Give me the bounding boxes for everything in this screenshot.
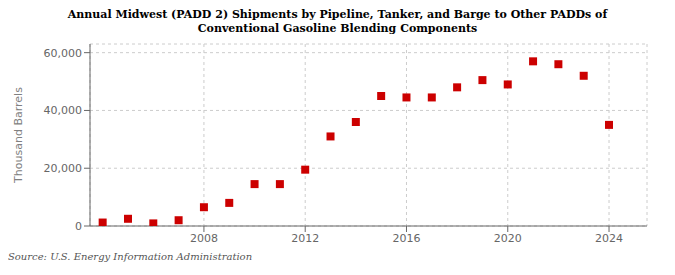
svg-text:2008: 2008 bbox=[190, 232, 218, 245]
svg-text:Thousand Barrels: Thousand Barrels bbox=[12, 87, 25, 184]
svg-text:2012: 2012 bbox=[291, 232, 319, 245]
svg-text:2016: 2016 bbox=[392, 232, 420, 245]
svg-text:20,000: 20,000 bbox=[44, 162, 83, 175]
svg-text:2020: 2020 bbox=[494, 232, 522, 245]
html-text:Conventional Gasoline Blending: Conventional Gasoline Blending Component… bbox=[197, 22, 478, 35]
svg-text:60,000: 60,000 bbox=[44, 47, 83, 60]
svg-text:2024: 2024 bbox=[595, 232, 623, 245]
svg-text:0: 0 bbox=[75, 220, 82, 233]
html-text:Annual Midwest (PADD 2) Shipme: Annual Midwest (PADD 2) Shipments by Pip… bbox=[67, 8, 608, 21]
html-text:Source: U.S. Energy Informatio: Source: U.S. Energy Information Administ… bbox=[8, 251, 253, 262]
svg-text:40,000: 40,000 bbox=[44, 104, 83, 117]
